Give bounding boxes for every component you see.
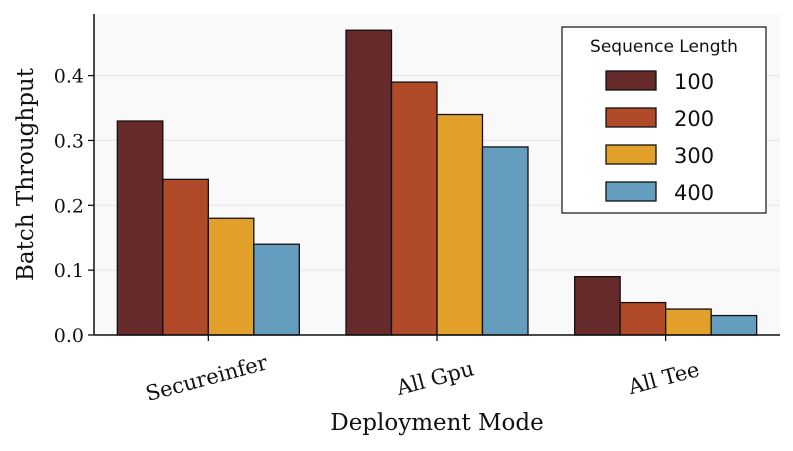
legend-swatch-100 [605,70,657,91]
bar-secureinfer-300 [207,217,255,336]
legend-swatch-300 [605,144,657,165]
y-tick-label: 0.4 [54,66,84,88]
bar-all-gpu-300 [436,113,484,336]
y-tick-label: 0.1 [54,260,84,282]
bar-secureinfer-400 [253,243,300,336]
bar-all-tee-100 [574,275,621,336]
y-tick-label: 0.0 [54,325,84,347]
y-axis-title: Batch Throughput [13,67,39,281]
legend-title: Sequence Length [590,37,738,57]
legend: Sequence Length 100 200 300 400 [561,26,767,214]
bar-secureinfer-200 [162,178,209,336]
bar-all-tee-200 [619,301,667,336]
legend-swatch-200 [605,107,657,128]
bars [116,29,758,336]
bar-all-gpu-100 [345,29,393,336]
bar-all-gpu-400 [481,146,529,336]
bar-all-gpu-200 [390,81,438,336]
legend-label: 200 [674,107,714,131]
bar-secureinfer-100 [116,120,164,336]
legend-box [561,26,767,214]
legend-label: 100 [674,70,714,94]
y-tick-label: 0.2 [54,195,84,217]
y-tick-label: 0.3 [54,130,84,152]
x-tick-label: All Gpu [393,356,477,400]
legend-label: 400 [674,181,714,205]
bar-all-tee-300 [665,308,712,336]
x-tick-label: All Tee [625,357,702,399]
x-tick-label: Secureinfer [143,350,271,406]
x-ticks: Secureinfer All Gpu All Tee [143,335,702,406]
legend-label: 300 [674,144,714,168]
y-ticks: 0.0 0.1 0.2 0.3 0.4 [54,66,94,347]
bar-all-tee-400 [710,314,758,336]
x-axis-title: Deployment Mode [330,410,544,436]
legend-swatch-400 [605,181,657,202]
